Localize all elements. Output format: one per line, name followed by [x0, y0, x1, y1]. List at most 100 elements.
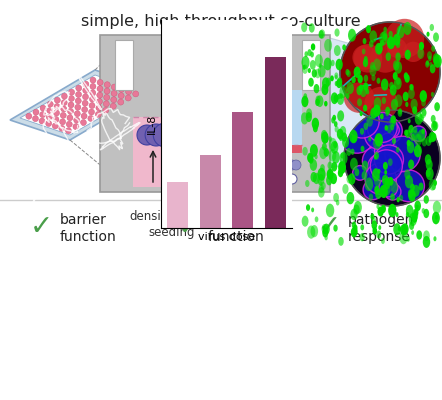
Circle shape [370, 65, 377, 76]
Circle shape [406, 236, 410, 242]
Circle shape [312, 69, 317, 78]
Circle shape [192, 125, 212, 145]
Circle shape [373, 137, 381, 150]
Circle shape [373, 58, 381, 71]
Circle shape [394, 77, 402, 90]
Circle shape [309, 156, 313, 164]
Circle shape [385, 178, 389, 186]
Circle shape [339, 86, 347, 98]
Circle shape [319, 63, 322, 68]
Circle shape [350, 158, 358, 170]
Circle shape [321, 182, 326, 190]
Circle shape [411, 230, 414, 235]
Circle shape [328, 149, 336, 162]
Circle shape [61, 106, 67, 112]
Circle shape [323, 229, 326, 234]
Circle shape [315, 69, 321, 78]
Circle shape [434, 236, 437, 241]
Circle shape [90, 77, 96, 83]
Circle shape [407, 140, 411, 146]
Circle shape [422, 109, 427, 116]
Circle shape [306, 108, 312, 118]
Circle shape [373, 227, 377, 234]
Circle shape [414, 145, 422, 158]
Circle shape [432, 184, 436, 190]
Circle shape [385, 180, 390, 189]
Circle shape [406, 205, 413, 217]
Circle shape [307, 226, 315, 239]
Circle shape [363, 180, 383, 200]
Circle shape [432, 212, 440, 224]
Circle shape [274, 145, 282, 153]
Circle shape [313, 84, 320, 93]
Circle shape [118, 93, 124, 99]
Circle shape [367, 112, 397, 142]
Circle shape [359, 233, 365, 242]
Circle shape [390, 193, 395, 201]
Circle shape [360, 224, 364, 230]
Circle shape [365, 163, 396, 194]
Circle shape [308, 78, 314, 87]
Circle shape [378, 225, 381, 230]
Circle shape [353, 166, 367, 180]
Circle shape [380, 185, 388, 198]
Bar [248, 40, 266, 90]
Circle shape [382, 183, 390, 196]
Circle shape [89, 96, 95, 102]
Circle shape [370, 108, 377, 119]
Circle shape [421, 99, 426, 106]
Circle shape [301, 96, 309, 107]
Circle shape [396, 212, 399, 217]
Circle shape [344, 82, 374, 113]
Circle shape [339, 152, 347, 165]
Circle shape [382, 175, 389, 185]
Circle shape [408, 125, 414, 134]
Circle shape [39, 118, 45, 124]
Circle shape [338, 168, 343, 177]
Circle shape [433, 201, 441, 214]
Circle shape [74, 111, 80, 117]
Circle shape [375, 189, 381, 199]
Circle shape [83, 81, 89, 87]
Circle shape [202, 126, 220, 144]
Circle shape [326, 204, 334, 217]
Circle shape [324, 148, 329, 157]
Circle shape [373, 104, 381, 117]
Circle shape [423, 230, 430, 241]
Circle shape [339, 135, 343, 141]
Circle shape [385, 136, 420, 172]
Y-axis label: IL-8: IL-8 [147, 114, 157, 134]
Circle shape [340, 153, 344, 158]
Circle shape [394, 61, 402, 74]
Circle shape [362, 171, 367, 180]
Circle shape [40, 112, 46, 118]
Circle shape [422, 138, 427, 146]
Circle shape [385, 107, 390, 114]
Circle shape [319, 181, 322, 186]
Circle shape [400, 225, 407, 236]
Circle shape [370, 42, 400, 73]
Circle shape [269, 145, 277, 153]
Circle shape [61, 93, 68, 99]
Text: ✓: ✓ [318, 213, 341, 241]
Circle shape [404, 130, 408, 136]
Circle shape [308, 153, 313, 163]
Circle shape [324, 39, 332, 52]
Circle shape [385, 184, 401, 200]
Circle shape [434, 54, 442, 68]
Circle shape [383, 162, 388, 170]
Text: immune
function: immune function [208, 213, 265, 244]
Circle shape [414, 209, 419, 216]
Circle shape [308, 68, 311, 73]
Circle shape [340, 126, 346, 136]
Circle shape [76, 92, 82, 98]
Circle shape [423, 195, 429, 204]
Circle shape [276, 145, 284, 153]
Circle shape [68, 102, 74, 108]
Circle shape [332, 115, 336, 121]
Circle shape [365, 178, 373, 191]
Circle shape [337, 93, 344, 105]
Circle shape [426, 168, 434, 180]
Circle shape [408, 189, 413, 198]
Circle shape [363, 105, 367, 112]
